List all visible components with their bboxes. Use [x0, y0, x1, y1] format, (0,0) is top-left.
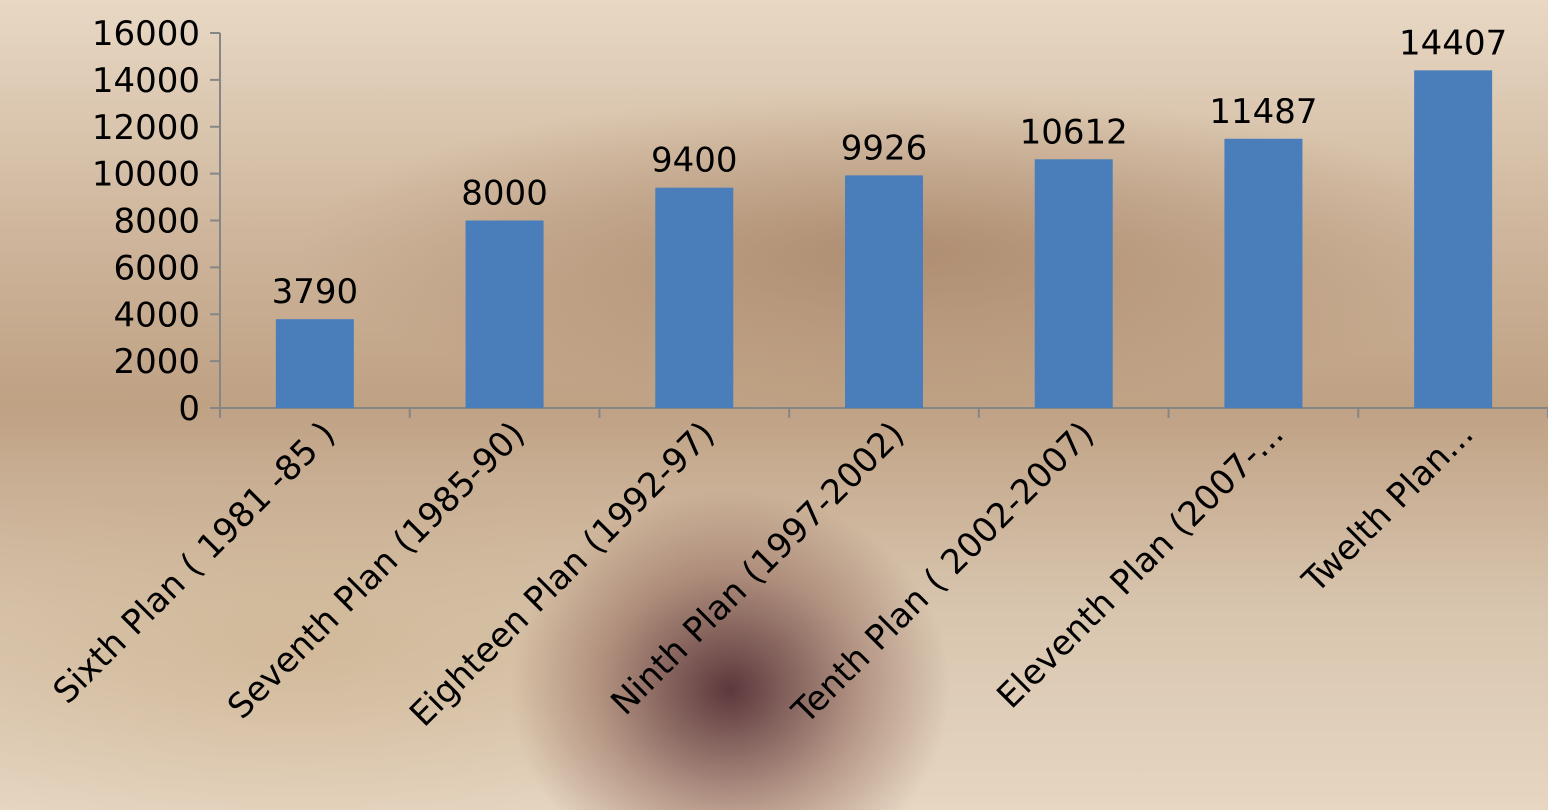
data-label: 10612	[1020, 112, 1128, 152]
data-label: 3790	[272, 272, 359, 312]
y-tick-label: 16000	[92, 14, 200, 54]
y-tick-label: 6000	[113, 248, 200, 288]
bar	[1034, 159, 1113, 408]
bar	[275, 319, 354, 408]
y-tick-label: 10000	[92, 155, 200, 195]
data-label: 9926	[841, 128, 928, 168]
y-tick-label: 8000	[113, 202, 200, 242]
data-label: 9400	[651, 141, 738, 181]
bar	[655, 187, 734, 408]
bar	[845, 175, 923, 408]
y-tick-label: 12000	[92, 108, 200, 148]
data-label: 8000	[461, 174, 548, 214]
bar	[1224, 138, 1303, 408]
y-tick-label: 4000	[113, 295, 200, 335]
x-tick-label: Eighteen Plan (1992-97)	[402, 414, 723, 735]
data-label: 14407	[1399, 23, 1507, 63]
y-tick-label: 0	[178, 389, 200, 429]
data-label: 11487	[1209, 92, 1317, 132]
bar	[1414, 70, 1493, 408]
x-tick-label: Twelth Plan...	[1294, 414, 1481, 601]
y-tick-label: 14000	[92, 61, 200, 101]
y-tick-label: 2000	[113, 342, 200, 382]
bar	[465, 220, 544, 408]
x-tick-label: Tenth Plan ( 2002-2007)	[784, 414, 1102, 732]
